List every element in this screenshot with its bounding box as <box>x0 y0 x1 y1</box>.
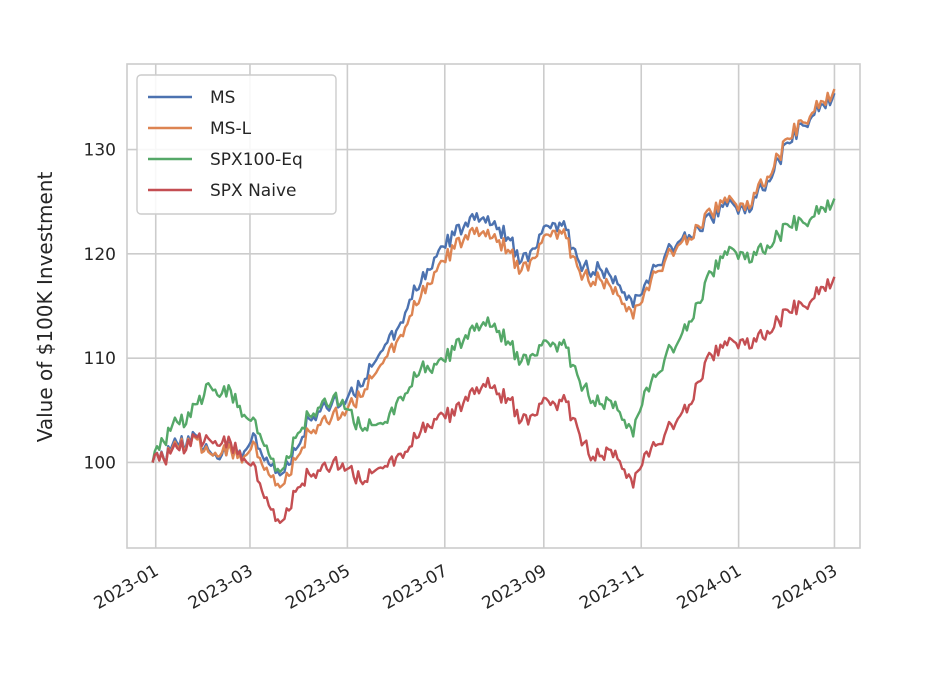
series-lines <box>151 88 836 524</box>
x-tick-label: 2024-03 <box>769 561 841 614</box>
x-tick-label: 2023-05 <box>282 561 354 614</box>
legend-label: MS <box>210 88 235 108</box>
series-line-ms <box>151 92 836 477</box>
y-tick-label: 120 <box>84 245 116 265</box>
series-line-spx-naive <box>151 276 836 524</box>
legend-label: MS-L <box>210 119 252 139</box>
x-tick-label: 2023-01 <box>91 561 163 614</box>
y-tick-label: 110 <box>84 349 116 369</box>
plot-frame <box>126 63 861 549</box>
legend: MS MS-L SPX100-Eq SPX Naive <box>136 74 337 215</box>
x-tick-label: 2023-03 <box>185 561 257 614</box>
legend-label: SPX100-Eq <box>210 150 303 170</box>
x-tick-label: 2023-09 <box>479 561 551 614</box>
series-line-ms-l <box>151 88 836 489</box>
legend-label: SPX Naive <box>210 181 296 201</box>
series-line-spx100-eq <box>151 198 836 474</box>
y-tick-label: 100 <box>84 453 116 473</box>
y-tick-label: 130 <box>84 141 116 161</box>
x-tick-label: 2024-01 <box>674 561 746 614</box>
x-tick-label: 2023-07 <box>380 561 452 614</box>
legend-box <box>136 74 337 215</box>
x-tick-label: 2023-11 <box>576 561 648 614</box>
y-axis-label: Value of $100K Investment <box>33 172 57 443</box>
